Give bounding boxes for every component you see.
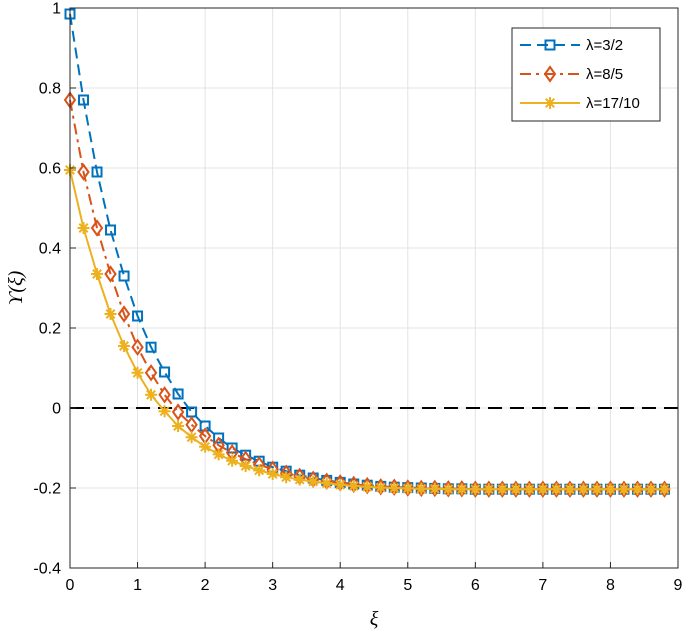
data-point-asterisk [266,468,279,480]
legend-label: λ=3/2 [586,37,623,54]
data-point-asterisk [428,482,441,495]
data-point-asterisk [523,483,536,496]
x-tick-label: 0 [66,577,75,594]
x-tick-label: 9 [674,577,683,594]
data-point-diamond [144,364,158,382]
y-tick-label: 0.2 [39,321,61,338]
x-tick-label: 7 [538,577,547,594]
data-point-asterisk [374,481,387,494]
data-point-square [145,341,157,353]
data-point-diamond [158,386,171,404]
x-tick-label: 3 [268,577,277,594]
x-tick-label: 5 [403,577,412,594]
data-point-asterisk [361,480,374,493]
data-point-asterisk [550,483,563,496]
data-point-square [105,224,117,236]
y-tick-label: -0.2 [33,481,61,498]
data-point-asterisk [631,483,644,496]
axis-ticks: 0 1 2 3 4 5 6 7 8 9 -0.4 -0.2 0 0.2 0.4 0.6 0.8 1 [33,1,682,595]
y-axis-label: ϒ(ξ) [5,270,27,305]
data-point-asterisk [199,440,212,453]
data-point-asterisk [455,483,468,496]
x-tick-label: 1 [133,577,142,594]
data-point-asterisk [77,222,90,234]
data-point-diamond [117,305,131,323]
data-point-asterisk [482,483,495,496]
data-point-square [213,432,225,444]
x-tick-label: 2 [201,577,210,594]
data-point-asterisk [644,483,657,496]
data-point-square [78,94,90,106]
data-point-square [132,310,144,322]
data-point-asterisk [226,454,239,467]
y-tick-label: 0.6 [39,161,61,178]
x-tick-label: 6 [471,577,480,594]
legend-item: λ=8/5 [520,65,623,83]
data-point-asterisk [185,431,198,444]
y-tick-label: 0.8 [39,81,61,98]
data-point-asterisk [212,448,225,461]
legend-label: λ=17/10 [586,95,640,112]
data-point-asterisk [577,483,590,496]
data-point-diamond [90,219,104,237]
series-3 [64,164,671,496]
data-point-diamond [171,403,185,421]
data-point-asterisk [307,475,320,488]
data-point-asterisk [293,473,306,486]
data-point-asterisk [442,483,455,496]
legend: λ=3/2 λ=8/5 λ=17/10 [511,27,661,122]
data-point-asterisk [401,482,414,495]
data-point-asterisk [563,483,576,496]
data-point-square [91,166,103,178]
data-point-asterisk [590,483,603,496]
data-point-asterisk [145,388,158,401]
data-point-square [172,388,184,400]
plot-frame [69,7,679,569]
data-point-asterisk [509,483,522,496]
data-point-asterisk [347,480,360,492]
x-axis-label: ξ [370,608,379,630]
data-point-asterisk [604,483,617,496]
data-point-square [159,366,171,378]
legend-marker-asterisk [544,97,556,109]
legend-marker-diamond [543,65,557,83]
y-tick-label: 0.4 [39,241,61,258]
data-point-asterisk [280,471,293,484]
data-point-asterisk [617,483,630,496]
data-point-diamond [104,265,117,283]
legend-item: λ=17/10 [520,95,640,112]
legend-item: λ=3/2 [520,37,623,54]
x-tick-label: 4 [336,577,345,594]
data-point-asterisk [253,464,266,477]
data-point-asterisk [415,482,428,495]
data-point-asterisk [91,268,104,280]
data-point-asterisk [131,366,144,379]
y-tick-label: 1 [52,1,61,18]
data-point-asterisk [388,482,401,494]
data-point-asterisk [239,460,252,472]
data-point-asterisk [469,483,482,496]
data-point-asterisk [158,405,171,418]
x-tick-label: 8 [606,577,615,594]
y-tick-label: -0.4 [33,561,61,578]
data-point-asterisk [334,478,347,491]
legend-label: λ=8/5 [586,66,623,83]
data-point-asterisk [118,340,131,352]
data-point-diamond [77,163,90,181]
data-point-square [118,270,130,282]
legend-marker-square [544,39,556,51]
data-point-asterisk [104,308,117,320]
data-point-asterisk [172,420,185,432]
data-point-asterisk [320,477,333,490]
y-tick-label: 0 [52,401,61,418]
data-point-asterisk [658,483,671,496]
data-point-diamond [131,338,144,356]
data-point-asterisk [496,483,509,496]
series-line [69,99,665,491]
data-point-asterisk [536,483,549,496]
series-layer [63,8,671,498]
